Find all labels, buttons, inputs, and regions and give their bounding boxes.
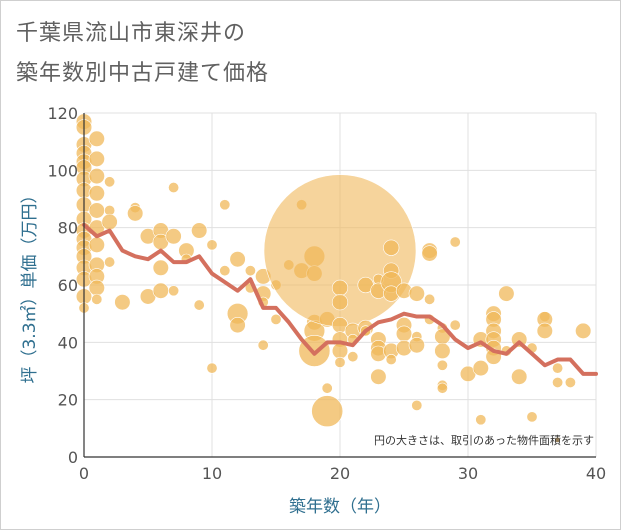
bubble-point [104, 256, 116, 268]
bubble-point [385, 354, 397, 366]
bubble-point [347, 351, 359, 363]
bubble-point [114, 294, 131, 311]
trend-line-series [82, 222, 598, 376]
bubble-point [424, 293, 436, 305]
bubble-point [88, 167, 105, 185]
bubble-point [370, 368, 387, 385]
y-tick-label: 0 [68, 448, 78, 467]
chart-title-line-2: 築年数別中古戸建て価格 [16, 61, 270, 86]
bubble-point [88, 202, 105, 219]
y-tick-label: 80 [58, 219, 78, 238]
bubble-point [434, 342, 451, 360]
bubble-point [165, 228, 182, 245]
bubble-point [88, 236, 105, 253]
y-axis-title: 坪（3.3㎡）単価（万円） [20, 186, 40, 383]
bubble-point [331, 294, 349, 311]
bubble-point [554, 436, 561, 443]
y-tick-label: 60 [58, 276, 78, 295]
y-tick-label: 120 [47, 104, 78, 123]
bubble-point [206, 239, 218, 251]
bubble-point [449, 319, 461, 331]
bubble-point [536, 322, 553, 339]
chart-annotation: 円の大きさは、取引のあった物件面積を示す [374, 433, 594, 447]
bubble-point [321, 382, 333, 394]
bubble-point [88, 130, 105, 147]
bubble-point [91, 293, 103, 305]
bubble-point [552, 376, 564, 388]
bubble-point [88, 185, 105, 202]
bubble-point [334, 356, 346, 368]
bubble-point [552, 362, 564, 374]
bubble-point [526, 411, 538, 423]
axes: 0 20 40 60 80 100 120 0 10 20 30 40 [47, 104, 606, 483]
bubble-point [104, 176, 116, 188]
bubble-point [408, 337, 425, 354]
bubble-series [75, 113, 592, 443]
bubble-point [168, 182, 180, 194]
bubble-point [311, 395, 344, 428]
bubble-point [270, 313, 282, 325]
bubble-point [383, 239, 400, 256]
bubble-point [127, 205, 144, 222]
y-tick-label: 20 [58, 391, 78, 410]
bubble-point [475, 414, 487, 426]
bubble-point [206, 362, 218, 374]
x-axis-title: 築年数（年） [289, 497, 391, 517]
bubble-point [152, 259, 169, 276]
bubble-point [575, 322, 592, 339]
bubble-point [219, 265, 231, 277]
bubble-point [193, 299, 205, 311]
bubble-point [219, 199, 231, 211]
bubble-point [244, 265, 256, 277]
bubble-point [331, 279, 349, 296]
chart-title-line-1: 千葉県流山市東深井の [16, 21, 247, 46]
bubble-point [511, 368, 528, 385]
bubble-point [395, 325, 413, 342]
trend-line [82, 222, 598, 376]
y-tick-label: 100 [47, 161, 78, 180]
bubble-point [88, 150, 105, 167]
x-tick-label: 40 [586, 464, 606, 483]
bubble-point [436, 382, 448, 394]
bubble-point [229, 251, 246, 268]
bubble-point [498, 285, 515, 302]
x-tick-label: 30 [458, 464, 478, 483]
x-tick-label: 20 [330, 464, 350, 483]
bubble-point [436, 359, 448, 371]
bubble-point [88, 279, 105, 296]
x-tick-label: 10 [202, 464, 222, 483]
bubble-point [472, 360, 489, 377]
bubble-point [449, 236, 461, 248]
bubble-point [564, 376, 576, 388]
bubble-point [229, 317, 246, 334]
bubble-point [191, 222, 208, 239]
bubble-point [101, 213, 118, 231]
bubble-point [168, 285, 180, 297]
bubble-point [152, 282, 169, 299]
y-tick-label: 40 [58, 333, 78, 352]
x-tick-label: 0 [79, 464, 89, 483]
bubble-point [408, 285, 425, 302]
bubble-point [421, 245, 438, 262]
bubble-point [411, 399, 423, 411]
bubble-point [257, 339, 269, 351]
